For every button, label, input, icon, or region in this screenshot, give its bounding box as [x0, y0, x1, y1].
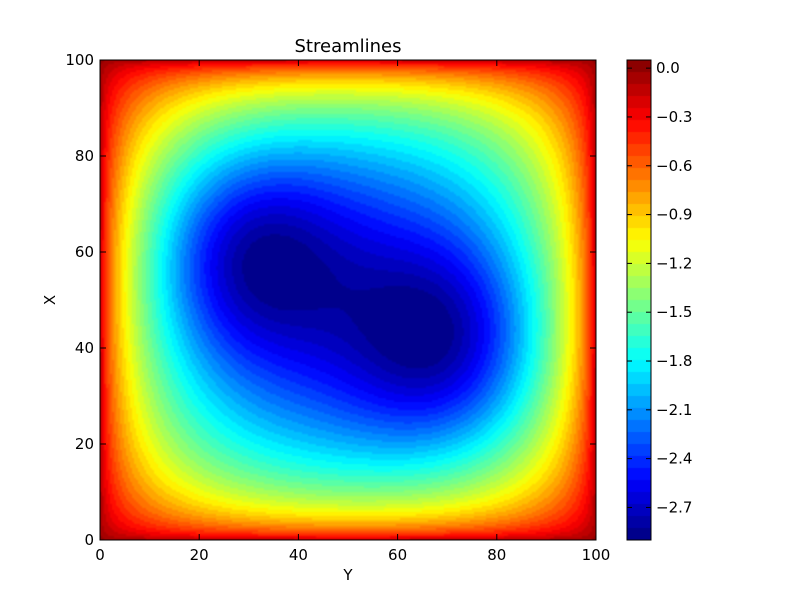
x-axis-ticks: 0 20 40 60 80 100 [95, 60, 610, 564]
y-tick-label: 100 [65, 51, 94, 69]
colorbar-tick-label: −1.5 [656, 303, 692, 321]
x-axis-label: Y [342, 566, 353, 584]
y-tick-label: 60 [75, 243, 94, 261]
colorbar [627, 60, 651, 540]
colorbar-tick-label: −0.3 [656, 108, 692, 126]
x-tick-label: 20 [190, 546, 209, 564]
colorbar-tick-label: −2.4 [656, 450, 692, 468]
x-tick-label: 100 [582, 546, 611, 564]
y-tick-label: 40 [75, 339, 94, 357]
x-tick-label: 80 [487, 546, 506, 564]
colorbar-tick-label: −2.1 [656, 401, 692, 419]
colorbar-tick-label: −2.7 [656, 498, 692, 516]
y-tick-label: 0 [84, 531, 94, 549]
colorbar-ticks: 0.0 −0.3 −0.6 −0.9 −1.2 −1.5 −1.8 −2.1 −2.4 −2.7 [627, 59, 692, 516]
y-axis-ticks: 0 20 40 60 80 100 [65, 51, 596, 549]
colorbar-tick-label: −1.2 [656, 254, 692, 272]
x-tick-label: 40 [289, 546, 308, 564]
x-tick-label: 60 [388, 546, 407, 564]
colorbar-tick-label: −0.9 [656, 206, 692, 224]
colorbar-tick-label: −1.8 [656, 352, 692, 370]
colorbar-tick-label: 0.0 [656, 59, 680, 77]
y-tick-label: 20 [75, 435, 94, 453]
y-axis-label: X [41, 295, 59, 305]
x-tick-label: 0 [95, 546, 105, 564]
y-tick-label: 80 [75, 147, 94, 165]
chart-title: Streamlines [295, 36, 402, 57]
colorbar-tick-label: −0.6 [656, 157, 692, 175]
plot-frame [99, 59, 597, 541]
contour-field [100, 60, 596, 540]
colorbar-frame [626, 59, 652, 541]
